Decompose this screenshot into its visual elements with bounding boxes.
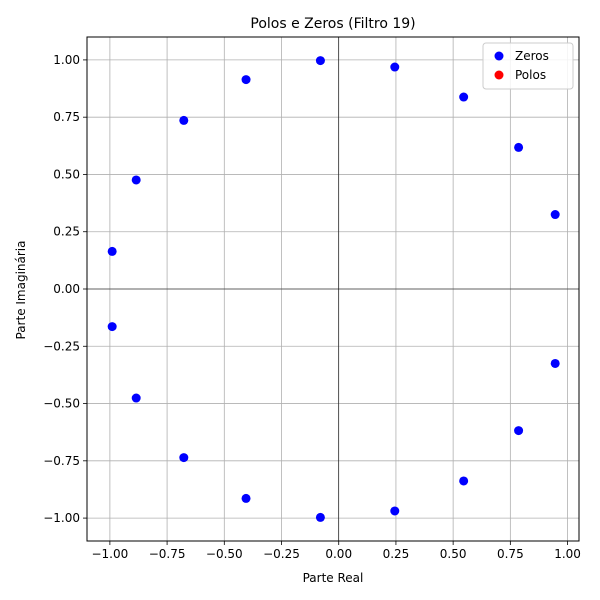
zeros-point	[107, 322, 117, 332]
y-axis-label: Parte Imaginária	[14, 241, 28, 340]
x-tick-label: −0.50	[206, 547, 243, 561]
y-tick-label: 0.00	[53, 282, 80, 296]
zeros-point	[315, 56, 325, 66]
zeros-point	[315, 512, 325, 522]
zeros-point	[459, 476, 469, 486]
y-tick-label: 0.75	[53, 110, 80, 124]
y-tick-label: −0.25	[43, 339, 80, 353]
zeros-point	[390, 506, 400, 516]
legend: Zeros Polos	[482, 42, 574, 90]
x-tick-label: 0.75	[497, 547, 524, 561]
x-tick-label: 0.25	[383, 547, 410, 561]
zeros-point	[131, 393, 141, 403]
zeros-point	[514, 142, 524, 152]
x-ticks: −1.00 −0.75 −0.50 −0.25 0.00 0.25 0.50 0.75 1.00	[91, 541, 581, 561]
x-tick-label: −1.00	[91, 547, 128, 561]
zeros-point	[179, 115, 189, 125]
y-tick-label: −1.00	[43, 511, 80, 525]
zeros-point	[179, 453, 189, 463]
zeros-point	[514, 426, 524, 436]
zeros-point	[459, 92, 469, 102]
zero-axes	[87, 37, 579, 541]
y-tick-label: −0.50	[43, 397, 80, 411]
y-tick-label: −0.75	[43, 454, 80, 468]
chart-title: Polos e Zeros (Filtro 19)	[250, 16, 415, 32]
x-axis-label: Parte Real	[303, 571, 364, 585]
y-tick-label: 1.00	[53, 53, 80, 67]
zeros-point	[550, 358, 560, 368]
x-tick-label: 0.50	[440, 547, 467, 561]
x-tick-label: −0.75	[149, 547, 186, 561]
zeros-point	[390, 62, 400, 72]
y-tick-label: 0.25	[53, 225, 80, 239]
zeros-point	[550, 210, 560, 220]
x-tick-label: −0.25	[263, 547, 300, 561]
y-ticks: −1.00 −0.75 −0.50 −0.25 0.00 0.25 0.50 0.75 1.00	[43, 53, 87, 525]
x-tick-label: 0.00	[325, 547, 352, 561]
legend-label: Zeros	[515, 49, 549, 63]
legend-marker	[494, 51, 504, 61]
zeros-point	[241, 493, 251, 503]
x-tick-label: 1.00	[554, 547, 581, 561]
y-tick-label: 0.50	[53, 167, 80, 181]
zeros-point	[131, 175, 141, 185]
legend-box	[482, 42, 574, 90]
zeros-point	[107, 246, 117, 256]
data-points	[107, 56, 560, 522]
legend-label: Polos	[515, 68, 546, 82]
legend-marker	[494, 70, 504, 80]
zeros-point	[241, 75, 251, 85]
